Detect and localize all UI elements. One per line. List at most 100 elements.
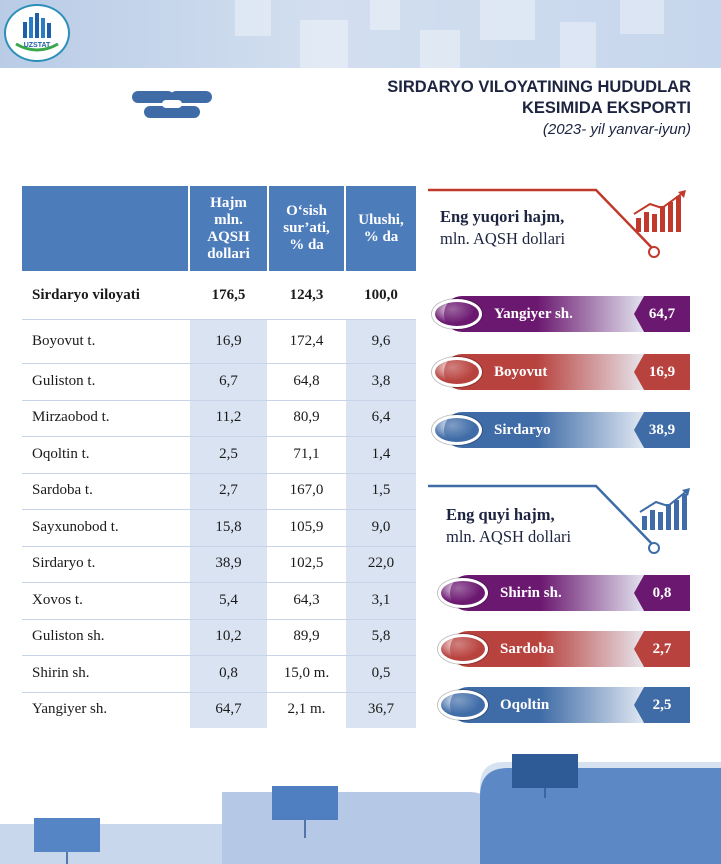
cell-share: 100,0 [364, 286, 398, 303]
table-row: Oqoltin t. 2,5 71,1 1,4 [22, 436, 416, 473]
row-name: Sirdaryo t. [32, 555, 96, 572]
lowest-bar-item: 0,8 Shirin sh. [434, 575, 696, 611]
oval-badge-icon [432, 357, 482, 387]
cell-growth: 124,3 [289, 286, 324, 303]
cell-volume: 2,5 [219, 445, 238, 462]
cell-growth: 64,3 [293, 591, 320, 608]
cell-volume: 15,8 [215, 518, 242, 535]
page-subtitle: (2023- yil yanvar-iyun) [542, 121, 691, 138]
cell-volume: 10,2 [215, 628, 242, 645]
highest-bar-item: 38,9 Sirdaryo [428, 412, 696, 448]
cell-share: 1,5 [371, 482, 391, 499]
cell-share: 5,8 [371, 628, 391, 645]
table-row: Yangiyer sh. 64,7 2,1 m. 36,7 [22, 691, 416, 728]
cell-growth: 64,8 [293, 372, 320, 389]
growth-chart-icon [639, 488, 690, 530]
row-name: Sayxunobod t. [32, 518, 119, 535]
row-name: Shirin sh. [32, 664, 90, 681]
cell-volume: 16,9 [215, 332, 242, 349]
table-header: Hajm mln. AQSH dollari O‘sish sur’ati, %… [22, 186, 416, 271]
cell-growth: 172,4 [289, 332, 324, 349]
cell-share: 36,7 [367, 701, 395, 718]
oval-badge-icon [438, 578, 488, 608]
cell-growth: 15,0 m. [283, 664, 330, 681]
cell-growth: 2,1 m. [287, 701, 326, 718]
row-name: Guliston sh. [32, 628, 105, 645]
table-row: Xovos t. 5,4 64,3 3,1 [22, 582, 416, 619]
lowest-label: Oqoltin [500, 696, 550, 713]
row-name: Sardoba t. [32, 482, 93, 499]
cell-growth: 89,9 [293, 628, 320, 645]
highest-label: Sirdaryo [494, 421, 551, 438]
table-row: Sirdaryo t. 38,9 102,5 22,0 [22, 545, 416, 582]
table-row: Shirin sh. 0,8 15,0 m. 0,5 [22, 655, 416, 692]
lowest-value: 2,7 [634, 631, 690, 667]
header-volume: Hajm mln. AQSH dollari [207, 194, 250, 262]
title-line-1: SIRDARYO VILOYATINING HUDUDLAR [387, 78, 691, 96]
cell-growth: 105,9 [289, 518, 324, 535]
row-name: Oqoltin t. [32, 445, 90, 462]
cell-volume: 64,7 [215, 701, 242, 718]
row-name: Xovos t. [32, 591, 83, 608]
oval-badge-icon [438, 634, 488, 664]
table-row: Guliston sh. 10,2 89,9 5,8 [22, 618, 416, 655]
cell-volume: 11,2 [215, 409, 242, 426]
row-name: Mirzaobod t. [32, 409, 110, 426]
oval-badge-icon [432, 299, 482, 329]
highest-value: 64,7 [634, 296, 690, 332]
highest-bar-item: 16,9 Boyovut [428, 354, 696, 390]
row-name: Guliston t. [32, 372, 96, 389]
row-name: Sirdaryo viloyati [32, 286, 140, 303]
oval-badge-icon [432, 415, 482, 445]
cell-growth: 167,0 [289, 482, 324, 499]
cell-volume: 176,5 [211, 286, 246, 303]
cell-share: 3,8 [371, 372, 391, 389]
cell-volume: 0,8 [219, 664, 238, 681]
highest-bar-item: 64,7 Yangiyer sh. [428, 296, 696, 332]
header-share: Ulushi, % da [358, 211, 404, 245]
table-row: Guliston t. 6,7 64,8 3,8 [22, 363, 416, 400]
row-name: Yangiyer sh. [32, 701, 108, 718]
cell-share: 0,5 [371, 664, 391, 681]
cell-growth: 71,1 [293, 445, 320, 462]
lowest-label: Sardoba [500, 640, 555, 657]
logo-emblem [15, 13, 59, 52]
table-row: Boyovut t. 16,9 172,4 9,6 [22, 319, 416, 363]
page-title: SIRDARYO VILOYATINING HUDUDLAR KESIMIDA … [387, 77, 691, 119]
lowest-value: 2,5 [634, 687, 690, 723]
cell-volume: 38,9 [215, 555, 242, 572]
row-name: Boyovut t. [32, 332, 96, 349]
highest-label: Boyovut [494, 363, 548, 380]
uzstat-logo: UZSTAT [4, 4, 70, 62]
lowest-title: Eng quyi hajm, mln. AQSH dollari [446, 505, 572, 546]
lowest-bar-item: 2,7 Sardoba [434, 631, 696, 667]
table-row: Sayxunobod t. 15,8 105,9 9,0 [22, 509, 416, 546]
growth-chart-icon [633, 190, 686, 232]
highest-title: Eng yuqori hajm, mln. AQSH dollari [440, 207, 566, 248]
table-row: Sardoba t. 2,7 167,0 1,5 [22, 472, 416, 509]
cell-growth: 80,9 [293, 409, 320, 426]
footer-decoration [0, 754, 721, 864]
cell-volume: 6,7 [219, 372, 238, 389]
cell-volume: 5,4 [219, 591, 238, 608]
highest-value: 16,9 [634, 354, 690, 390]
cell-share: 3,1 [371, 591, 391, 608]
lowest-bar-item: 2,5 Oqoltin [434, 687, 696, 723]
highest-value: 38,9 [634, 412, 690, 448]
header-band [0, 0, 721, 68]
logo-text: UZSTAT [23, 42, 51, 49]
lowest-connector-line [428, 484, 660, 554]
cell-share: 1,4 [371, 445, 391, 462]
cell-share: 6,4 [371, 409, 391, 426]
table-row-total: Sirdaryo viloyati 176,5 124,3 100,0 [22, 271, 416, 319]
title-line-2: KESIMIDA EKSPORTI [522, 99, 691, 117]
oval-badge-icon [438, 690, 488, 720]
highest-label: Yangiyer sh. [494, 305, 573, 322]
export-table: Hajm mln. AQSH dollari O‘sish sur’ati, %… [22, 186, 416, 728]
cell-share: 9,0 [371, 518, 391, 535]
lowest-label: Shirin sh. [500, 584, 562, 601]
chain-link-icon [132, 91, 212, 118]
table-row: Mirzaobod t. 11,2 80,9 6,4 [22, 399, 416, 436]
cell-share: 9,6 [371, 332, 391, 349]
highest-connector-line [428, 188, 660, 258]
